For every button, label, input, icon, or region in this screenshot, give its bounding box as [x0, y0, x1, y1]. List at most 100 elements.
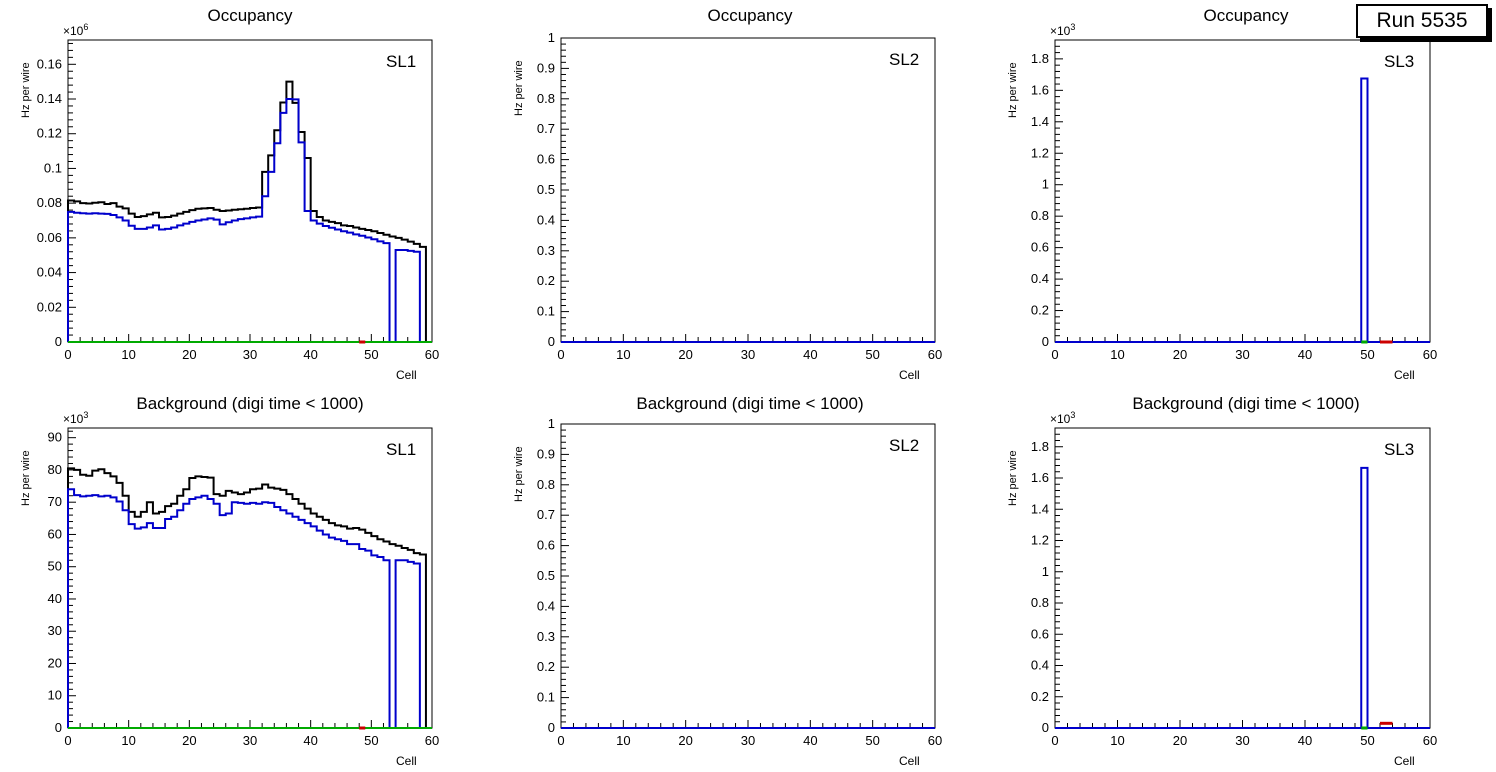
- y-tick-label: 0.7: [537, 507, 555, 522]
- plot-panel-occupancy-sl3: Occupancy Hz per wire Cell ×103 SL3 0 10 20 30 40…: [996, 0, 1496, 386]
- x-tick-label: 60: [928, 347, 942, 362]
- y-tick-label: 60: [48, 526, 62, 541]
- series-all: [67, 80, 427, 342]
- x-tick-label: 20: [182, 347, 196, 362]
- y-tick-label: 10: [48, 688, 62, 703]
- y-tick-label: 1: [1042, 564, 1049, 579]
- x-tick-label: 50: [364, 733, 378, 748]
- x-tick-label: 10: [1110, 347, 1124, 362]
- panel-title: Occupancy: [207, 6, 293, 25]
- plot-canvas: 0 10 20 30 40 50 60 0 0.1 0.2 0.3 0.4 0.5 0.6 0.7 0.8 0.…: [537, 416, 942, 748]
- x-tick-label: 40: [803, 733, 817, 748]
- plot-frame: [67, 427, 433, 729]
- x-axis-label: Cell: [396, 368, 417, 382]
- y-tick-label: 0.12: [37, 126, 62, 141]
- y-tick-label: 1.4: [1031, 114, 1049, 129]
- x-tick-label: 40: [303, 347, 317, 362]
- x-tick-label: 40: [1298, 733, 1312, 748]
- y-tick-label: 0.5: [537, 568, 555, 583]
- y-tick-label: 0.4: [537, 212, 555, 227]
- y-tick-label: 0.06: [37, 230, 62, 245]
- y-tick-label: 0.3: [537, 243, 555, 258]
- axis-multiplier-base: ×10: [63, 412, 84, 426]
- axis-multiplier-exponent: 3: [1070, 22, 1076, 32]
- x-axis-label: Cell: [1394, 754, 1415, 768]
- y-tick-label: 1: [1042, 177, 1049, 192]
- superlayer-badge: SL3: [1384, 52, 1415, 71]
- plot-frame: [560, 423, 936, 729]
- y-tick-label: 50: [48, 559, 62, 574]
- y-tick-label: 0.1: [44, 160, 62, 175]
- plot-canvas: 0 10 20 30 40 50 60 0 0.02 0.04 0.06 0.08 0.1 0.12 0.1…: [37, 39, 439, 362]
- y-tick-label: 1.4: [1031, 501, 1049, 516]
- plot-frame: [560, 37, 936, 343]
- panel-title: Occupancy: [1203, 6, 1289, 25]
- panel-title: Background (digi time < 1000): [636, 394, 864, 413]
- x-tick-label: 0: [557, 347, 564, 362]
- x-tick-label: 10: [121, 347, 135, 362]
- y-tick-label: 1.2: [1031, 533, 1049, 548]
- plot-panel-occupancy-sl1: Occupancy Hz per wire Cell ×106 SL1 0 10 20 30 40…: [0, 0, 500, 386]
- superlayer-badge: SL2: [889, 50, 920, 69]
- y-tick-label: 0: [1042, 720, 1049, 735]
- y-tick-label: 0: [1042, 334, 1049, 349]
- y-tick-label: 0.8: [537, 477, 555, 492]
- y-tick-label: 30: [48, 623, 62, 638]
- plot-panel-occupancy-sl2: Occupancy Hz per wire Cell SL2 0 10 20 30 40 50 60…: [500, 0, 1000, 386]
- plot-frame: [67, 39, 433, 343]
- x-tick-label: 40: [803, 347, 817, 362]
- plot-panel-background-sl3: Background (digi time < 1000) Hz per wire…: [996, 386, 1496, 772]
- y-tick-label: 0.14: [37, 91, 62, 106]
- plot-panel-background-sl1: Background (digi time < 1000) Hz per wire…: [0, 386, 500, 772]
- run-number-label: Run 5535: [1376, 9, 1468, 32]
- y-tick-label: 0.9: [537, 446, 555, 461]
- x-tick-label: 50: [865, 733, 879, 748]
- y-tick-label: 40: [48, 591, 62, 606]
- y-tick-label: 1.8: [1031, 439, 1049, 454]
- y-tick-label: 0.6: [537, 152, 555, 167]
- panel-title: Background (digi time < 1000): [1132, 394, 1360, 413]
- panel-title: Background (digi time < 1000): [136, 394, 364, 413]
- superlayer-badge: SL2: [889, 436, 920, 455]
- plot-frame: [1054, 427, 1431, 729]
- axis-multiplier-exponent: 6: [83, 22, 89, 32]
- y-tick-label: 0.02: [37, 299, 62, 314]
- superlayer-badge: SL1: [386, 440, 417, 459]
- x-tick-label: 60: [928, 733, 942, 748]
- axis-multiplier-base: ×10: [63, 24, 84, 38]
- x-tick-label: 50: [364, 347, 378, 362]
- x-tick-label: 30: [1235, 347, 1249, 362]
- y-tick-label: 0.1: [537, 304, 555, 319]
- series-all: [67, 467, 427, 728]
- y-tick-label: 1.8: [1031, 51, 1049, 66]
- x-tick-label: 10: [616, 733, 630, 748]
- x-tick-label: 30: [1235, 733, 1249, 748]
- x-tick-label: 60: [1423, 733, 1437, 748]
- x-tick-label: 30: [741, 347, 755, 362]
- axis-multiplier-exponent: 3: [83, 410, 89, 420]
- x-tick-label: 20: [182, 733, 196, 748]
- y-tick-label: 80: [48, 462, 62, 477]
- x-tick-label: 60: [425, 733, 439, 748]
- x-tick-label: 20: [678, 347, 692, 362]
- axis-multiplier-base: ×10: [1050, 412, 1071, 426]
- y-tick-label: 1.6: [1031, 470, 1049, 485]
- x-axis-label: Cell: [899, 754, 920, 768]
- y-tick-label: 0.2: [1031, 689, 1049, 704]
- x-axis-label: Cell: [1394, 368, 1415, 382]
- x-tick-label: 50: [865, 347, 879, 362]
- plot-frame: [1054, 39, 1431, 343]
- y-tick-label: 0.8: [537, 91, 555, 106]
- panel-title: Occupancy: [707, 6, 793, 25]
- axis-multiplier: ×106: [63, 22, 88, 38]
- x-tick-label: 20: [678, 733, 692, 748]
- plot-panel-background-sl2: Background (digi time < 1000) Hz per wire…: [500, 386, 1000, 772]
- y-tick-label: 0.16: [37, 56, 62, 71]
- x-axis-label: Cell: [396, 754, 417, 768]
- y-tick-label: 1.2: [1031, 145, 1049, 160]
- y-tick-label: 0.8: [1031, 595, 1049, 610]
- y-tick-label: 0.2: [537, 659, 555, 674]
- axis-multiplier: ×103: [63, 410, 88, 426]
- y-tick-label: 0.9: [537, 60, 555, 75]
